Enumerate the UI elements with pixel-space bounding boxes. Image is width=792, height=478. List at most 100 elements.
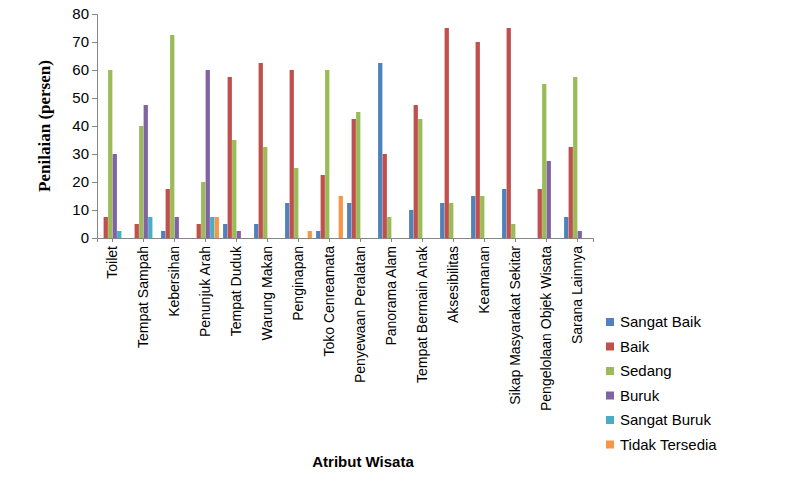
legend-item: Sedang (606, 362, 672, 379)
bar (538, 189, 542, 238)
bar (170, 35, 174, 238)
x-tick: Pengelolaan Objek Wisata (538, 238, 554, 411)
y-tick: 20 (72, 173, 97, 190)
bar (401, 238, 405, 239)
x-axis: ToiletTempat SampahKebersihanPenunjuk Ar… (98, 238, 594, 411)
y-tick: 70 (72, 33, 97, 50)
x-tick-label: Penyewaan Peralatan (352, 246, 368, 383)
x-tick-label: Tempat Sampah (135, 246, 151, 348)
bar (569, 147, 573, 238)
bar (396, 238, 400, 239)
bar (334, 238, 338, 239)
y-tick-label: 80 (72, 5, 89, 22)
y-tick-label: 0 (81, 229, 89, 246)
bar (104, 217, 108, 238)
bar (378, 63, 382, 238)
series-bars (104, 28, 573, 238)
y-tick-label: 30 (72, 145, 89, 162)
bar (210, 217, 214, 238)
x-tick-mark (484, 238, 485, 242)
bar (582, 238, 586, 239)
legend-swatch (606, 367, 614, 375)
series-bars (215, 196, 343, 238)
bar (175, 217, 179, 238)
x-tick-mark (577, 238, 578, 242)
y-tick-label: 40 (72, 117, 89, 134)
legend-label: Buruk (620, 387, 660, 404)
bar (463, 238, 467, 239)
y-tick-label: 60 (72, 61, 89, 78)
bar (254, 224, 258, 238)
bar (321, 175, 325, 238)
x-tick-label: Sikap Masyarakat Sekitar (507, 246, 523, 405)
y-tick: 50 (72, 89, 97, 106)
x-tick-mark (360, 238, 361, 242)
bar (454, 238, 458, 239)
bar (192, 238, 196, 239)
y-tick: 30 (72, 145, 97, 162)
bar (139, 126, 143, 238)
bar (263, 147, 267, 238)
legend-item: Buruk (606, 387, 660, 404)
y-tick-mark (92, 182, 97, 183)
bar (418, 119, 422, 238)
bar (471, 196, 475, 238)
bar (449, 203, 453, 238)
y-tick: 10 (72, 201, 97, 218)
bar (113, 154, 117, 238)
chart: 01020304050607080ToiletTempat SampahKebe… (0, 0, 792, 478)
bar (197, 224, 201, 238)
bar (179, 238, 183, 239)
bar (246, 238, 250, 239)
legend-item: Sangat Buruk (606, 411, 711, 428)
x-tick-label: Toko Cenreamata (321, 246, 337, 357)
x-tick: Tempat Sampah (135, 238, 151, 348)
bar (485, 238, 489, 239)
x-tick: Penyewaan Peralatan (352, 238, 368, 383)
x-tick: Toko Cenreamata (321, 238, 337, 357)
bar (316, 231, 320, 238)
bar (556, 238, 560, 239)
legend-swatch (606, 343, 614, 351)
x-tick-mark (546, 238, 547, 242)
bar (507, 28, 511, 238)
bar (285, 203, 289, 238)
bar (516, 238, 520, 239)
bar (161, 231, 165, 238)
legend-label: Sangat Buruk (620, 411, 711, 428)
bar (206, 70, 210, 238)
legend-item: Baik (606, 338, 650, 355)
legend-label: Tidak Tersedia (620, 436, 717, 453)
bar (237, 231, 241, 238)
bar (99, 238, 103, 239)
bar (272, 238, 276, 239)
x-tick: Toilet (104, 238, 120, 279)
bar (440, 203, 444, 238)
bar (352, 119, 356, 238)
y-tick-mark (92, 14, 97, 15)
y-tick-label: 20 (72, 173, 89, 190)
bar (573, 77, 577, 238)
x-tick-mark (515, 238, 516, 242)
bar (365, 238, 369, 239)
x-tick-mark (453, 238, 454, 242)
x-tick-mark (143, 238, 144, 242)
x-tick-label: Tempat Bermain Anak (414, 245, 430, 383)
y-tick-mark (92, 126, 97, 127)
bar (445, 28, 449, 238)
bar (339, 196, 343, 238)
bar (423, 238, 427, 239)
x-tick-mark (298, 238, 299, 242)
x-tick: Panorama Alam (383, 238, 399, 346)
series-bars (117, 217, 214, 238)
x-tick: Warung Makan (259, 238, 275, 340)
bar (228, 77, 232, 238)
y-tick-mark (92, 42, 97, 43)
y-axis: 0 10 20 30 40 50 60 70 80 (72, 5, 97, 246)
y-axis-title: Penilaian (persen) (35, 60, 54, 192)
bar (241, 238, 245, 239)
x-tick-label: Penginapan (290, 246, 306, 321)
bar (476, 42, 480, 238)
bar (551, 238, 555, 239)
x-tick-mark (267, 238, 268, 242)
